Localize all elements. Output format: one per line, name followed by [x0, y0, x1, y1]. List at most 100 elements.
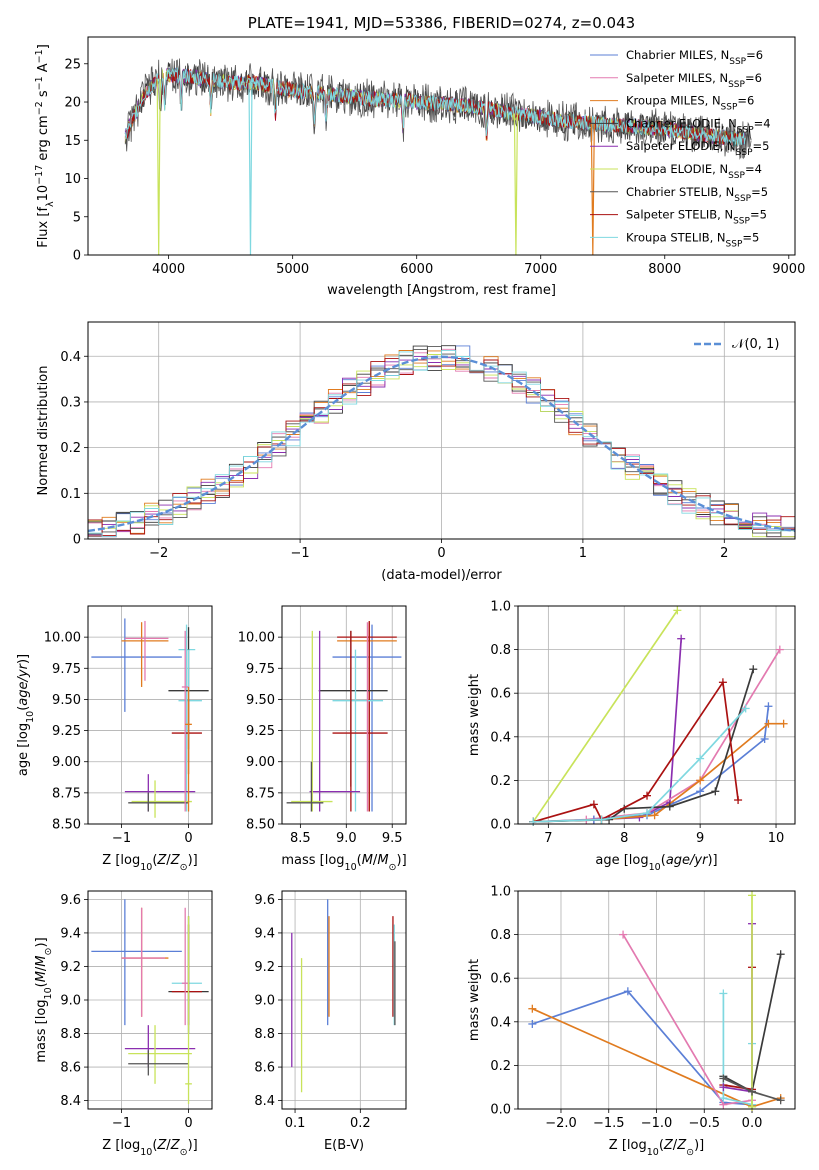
y-tick-label: 0.3: [60, 395, 81, 410]
gaussian-legend-label: 𝒩(0, 1): [732, 337, 779, 352]
y-tick-label: 9.75: [246, 662, 275, 677]
label-part: ]: [36, 44, 51, 49]
label-part: Z: [156, 853, 167, 868]
y-tick-label: 9.00: [52, 755, 81, 770]
spectrum-title: PLATE=1941, MJD=53386, FIBERID=0274, z=0…: [248, 14, 635, 32]
label-part: age [log: [595, 853, 648, 868]
y-tick-label: 9.6: [60, 893, 81, 908]
legend-text: =6: [745, 71, 762, 85]
label-part: )]: [694, 1138, 704, 1153]
legend-entry: Salpeter MILES, NSSP=6: [626, 71, 762, 90]
label-part: /: [673, 1138, 678, 1153]
spectrum-lines: [124, 58, 752, 255]
label-part: (: [152, 1138, 157, 1153]
label-part: 10: [647, 1147, 659, 1158]
mass-vs-Z-xlabel: Z [log10(Z/Z⊙)]: [102, 1138, 197, 1158]
spectrum-dropout: [248, 82, 253, 255]
label-part: age/yr: [16, 662, 31, 705]
spectrum-ylabel: Flux [fλ10−17 erg cm−2 s−1 A−1]: [34, 44, 56, 248]
legend-text: Chabrier ELODIE, N: [626, 116, 737, 130]
age-vs-mass-frame: [281, 605, 407, 825]
mass-vs-EBV-frame: [281, 890, 407, 1110]
label-part: (: [152, 853, 157, 868]
label-part: erg cm: [36, 115, 51, 164]
x-tick-label: 4000: [152, 262, 185, 277]
y-tick-label: 0.2: [60, 441, 81, 456]
x-tick-label: 0: [437, 546, 445, 561]
x-tick-label: −2.0: [545, 1116, 577, 1131]
x-tick-label: 9.5: [382, 831, 403, 846]
label-part: Z [log: [609, 1138, 647, 1153]
y-tick-label: 0: [73, 249, 81, 264]
legend-sub: SSP: [728, 171, 745, 181]
y-tick-label: 8.50: [52, 818, 81, 833]
y-tick-label: 0.6: [490, 972, 511, 987]
series-line: [532, 679, 739, 823]
spectrum-axes: 4000 5000 6000 7000 8000 9000 0 5 10 15 20 25: [64, 57, 805, 277]
y-tick-label: 8.75: [246, 786, 275, 801]
series-line: [723, 923, 753, 1093]
massweight-vs-age-grid: [518, 605, 795, 825]
age-vs-mass-points: [286, 620, 402, 812]
y-tick-label: 0.0: [490, 1103, 511, 1118]
label-part: (: [16, 706, 31, 711]
spectrum-frame: [87, 36, 796, 256]
label-part: )]: [707, 853, 717, 868]
residuals-frame: [87, 321, 796, 540]
massweight-vs-Z-ylabel: mass weight: [467, 959, 482, 1041]
y-tick-label: 9.75: [52, 662, 81, 677]
x-tick-label: −1: [112, 831, 131, 846]
legend-text: Kroupa MILES, N: [626, 94, 721, 108]
label-part: M: [377, 853, 388, 868]
y-tick-label: 9.2: [254, 960, 275, 975]
mass-vs-Z-axes: −1 0 8.4 8.6 8.8 9.0 9.2 9.4 9.6: [60, 891, 212, 1131]
x-tick-label: −1.5: [593, 1116, 625, 1131]
y-tick-label: 0.8: [490, 643, 511, 658]
label-part: Z: [663, 1138, 674, 1153]
y-tick-label: 9.0: [254, 994, 275, 1009]
y-tick-label: 9.50: [52, 693, 81, 708]
series-line: [532, 609, 679, 823]
legend-text: Chabrier MILES, N: [626, 48, 729, 62]
age-vs-Z-xlabel: Z [log10(Z/Z⊙)]: [102, 853, 197, 873]
label-part: mass [log: [281, 853, 344, 868]
x-tick-label: 8.5: [290, 831, 311, 846]
y-tick-label: 0.2: [490, 774, 511, 789]
residual-histogram: [88, 354, 795, 538]
label-part: (: [357, 853, 362, 868]
mass-vs-Z-frame: [87, 890, 213, 1110]
y-tick-label: 9.25: [246, 724, 275, 739]
label-part: 10: [345, 862, 357, 873]
legend-text: =5: [753, 139, 770, 153]
label-part: (: [661, 853, 666, 868]
mass-vs-EBV-grid: [282, 891, 406, 1109]
spectrum-dropout: [513, 113, 519, 255]
x-tick-label: −2: [149, 546, 168, 561]
label-part: 10: [36, 185, 51, 202]
age-vs-Z-ylabel: age [log10(age/yr)]: [16, 654, 36, 776]
x-tick-label: 0: [184, 831, 192, 846]
label-part: (: [34, 982, 49, 987]
legend-sub: SSP: [728, 80, 745, 90]
y-tick-label: 9.4: [254, 926, 275, 941]
y-tick-label: 0.2: [490, 1059, 511, 1074]
legend-text: =4: [754, 116, 771, 130]
legend-sub: SSP: [736, 148, 753, 158]
y-tick-label: 8.8: [60, 1027, 81, 1042]
x-tick-label: 0.1: [285, 1116, 306, 1131]
y-tick-label: 10.00: [238, 631, 275, 646]
x-tick-label: 8000: [648, 262, 681, 277]
x-tick-label: −0.5: [688, 1116, 720, 1131]
legend-entry: Chabrier STELIB, NSSP=5: [626, 185, 768, 204]
x-tick-label: 8: [620, 831, 628, 846]
label-part: Z: [676, 1138, 687, 1153]
spectrum-dropout: [590, 123, 595, 255]
y-tick-label: 9.00: [246, 755, 275, 770]
legend-text: Salpeter STELIB, N: [626, 208, 733, 222]
label-part: /: [373, 853, 378, 868]
y-tick-label: 8.4: [60, 1094, 81, 1109]
age-vs-Z-axes: −1 0 8.50 8.75 9.00 9.25 9.50 9.75 10.00: [44, 606, 212, 846]
legend-sub: SSP: [737, 125, 754, 135]
